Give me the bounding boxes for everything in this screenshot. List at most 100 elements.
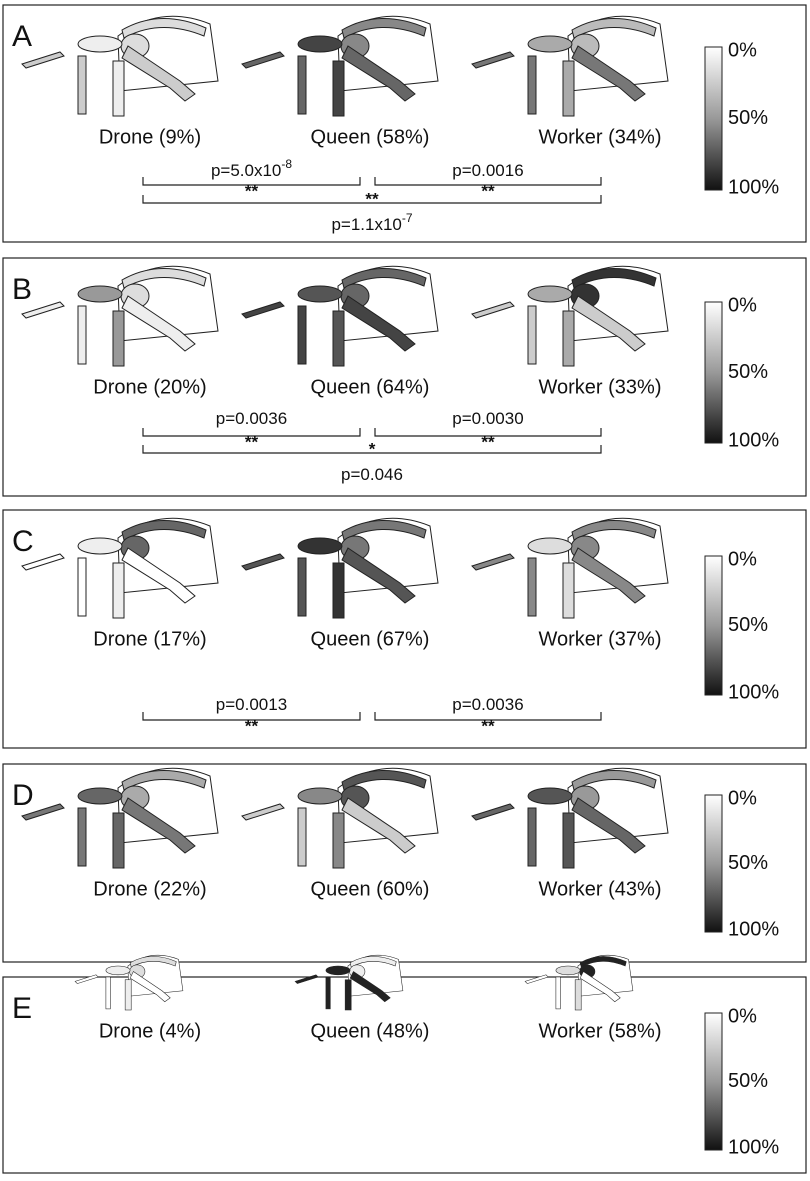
caste-label: Drone (4%) xyxy=(99,1020,201,1042)
panel-letter: B xyxy=(12,273,32,306)
bracket xyxy=(142,177,361,186)
midleg xyxy=(124,979,132,1011)
wing-base xyxy=(77,787,123,805)
midleg xyxy=(562,562,575,619)
thorax xyxy=(577,954,634,997)
hindleg xyxy=(121,45,196,102)
thorax-band xyxy=(341,520,427,541)
antenna xyxy=(21,803,65,821)
colorbar-label: 0% xyxy=(728,548,757,570)
p-value: p=0.0030 xyxy=(452,409,523,428)
thorax-band xyxy=(341,268,427,289)
foreleg xyxy=(297,557,307,617)
colorbar xyxy=(704,46,723,191)
antenna xyxy=(241,301,285,319)
thorax-band xyxy=(121,268,207,289)
bracket xyxy=(142,712,361,721)
hindleg xyxy=(571,797,646,854)
hindleg xyxy=(341,547,416,604)
hindleg xyxy=(579,971,621,1003)
caste-label: Drone (20%) xyxy=(93,376,206,398)
midleg xyxy=(112,310,125,367)
hindleg xyxy=(571,295,646,352)
caste-label: Drone (9%) xyxy=(99,126,201,148)
foreleg xyxy=(297,305,307,365)
bee-illustration xyxy=(471,517,669,619)
bee-illustration xyxy=(21,265,219,367)
panel: B Drone (20%) Queen (64%) Worker (33%) 0% 50%… xyxy=(2,257,807,497)
thorax-band xyxy=(349,956,397,968)
colorbar-label: 100% xyxy=(728,681,779,703)
p-value: p=0.0013 xyxy=(216,695,287,714)
foreleg xyxy=(555,976,561,1010)
antenna xyxy=(241,553,285,571)
p-text: p=0.0030 xyxy=(452,409,523,428)
caste-label: Worker (43%) xyxy=(539,878,662,900)
bee-illustration xyxy=(241,265,439,367)
panel-letter: E xyxy=(12,992,32,1025)
significance: ** xyxy=(365,189,379,208)
hindleg xyxy=(341,45,416,102)
caste-label: Queen (58%) xyxy=(311,126,430,148)
thorax-band xyxy=(579,956,627,968)
bracket xyxy=(374,428,602,437)
midleg xyxy=(562,310,575,367)
colorbar xyxy=(704,555,723,696)
foreleg xyxy=(77,305,87,365)
panel: A Drone (9%) Queen (58%) Worker (34%) 0% 50% 1… xyxy=(2,4,807,243)
wing-base xyxy=(555,965,581,976)
hindleg xyxy=(121,547,196,604)
colorbar-label: 100% xyxy=(728,1136,779,1158)
panel-letter: D xyxy=(12,779,34,812)
caste-label: Queen (67%) xyxy=(311,628,430,650)
antenna xyxy=(471,51,515,69)
bee-illustration xyxy=(294,954,404,1011)
p-value: p=0.0016 xyxy=(452,161,523,180)
caste-label: Worker (33%) xyxy=(539,376,662,398)
antenna xyxy=(74,974,99,984)
hindleg xyxy=(121,295,196,352)
panel-frame xyxy=(2,509,807,749)
colorbar-label: 0% xyxy=(728,39,757,61)
wing-base xyxy=(297,285,343,303)
p-exponent: -7 xyxy=(402,211,413,225)
panel: C Drone (17%) Queen (67%) Worker (37%) 0% 50%… xyxy=(2,509,807,749)
bracket xyxy=(374,712,602,721)
wing-base xyxy=(527,285,573,303)
caste-label: Worker (58%) xyxy=(539,1020,662,1042)
colorbar-label: 50% xyxy=(728,361,768,383)
significance: ** xyxy=(481,716,495,735)
colorbar-label: 0% xyxy=(728,787,757,809)
thorax-band xyxy=(121,18,207,39)
bee-illustration xyxy=(241,15,439,117)
p-value: p=1.1x10-7 xyxy=(331,211,412,234)
caste-label: Queen (64%) xyxy=(311,376,430,398)
wing-base xyxy=(77,537,123,555)
foreleg xyxy=(527,55,537,115)
bracket xyxy=(142,195,602,204)
significance: ** xyxy=(245,181,259,200)
colorbar-label: 50% xyxy=(728,107,768,129)
thorax-band xyxy=(571,770,657,791)
bee-illustration xyxy=(21,767,219,869)
p-text: p=0.0013 xyxy=(216,695,287,714)
thorax-band xyxy=(121,520,207,541)
midleg xyxy=(332,812,345,869)
colorbar-label: 50% xyxy=(728,1070,768,1092)
wing-base xyxy=(297,35,343,53)
thorax-band xyxy=(129,956,177,968)
hindleg xyxy=(571,547,646,604)
p-value: p=0.0036 xyxy=(216,409,287,428)
colorbar-label: 0% xyxy=(728,294,757,316)
p-exponent: -8 xyxy=(281,157,292,171)
antenna xyxy=(21,301,65,319)
wing-base xyxy=(527,537,573,555)
bee-illustration xyxy=(241,767,439,869)
significance: ** xyxy=(481,181,495,200)
colorbar-label: 50% xyxy=(728,852,768,874)
caste-label: Drone (17%) xyxy=(93,628,206,650)
hindleg xyxy=(121,797,196,854)
panel-frame xyxy=(2,257,807,497)
antenna xyxy=(471,553,515,571)
